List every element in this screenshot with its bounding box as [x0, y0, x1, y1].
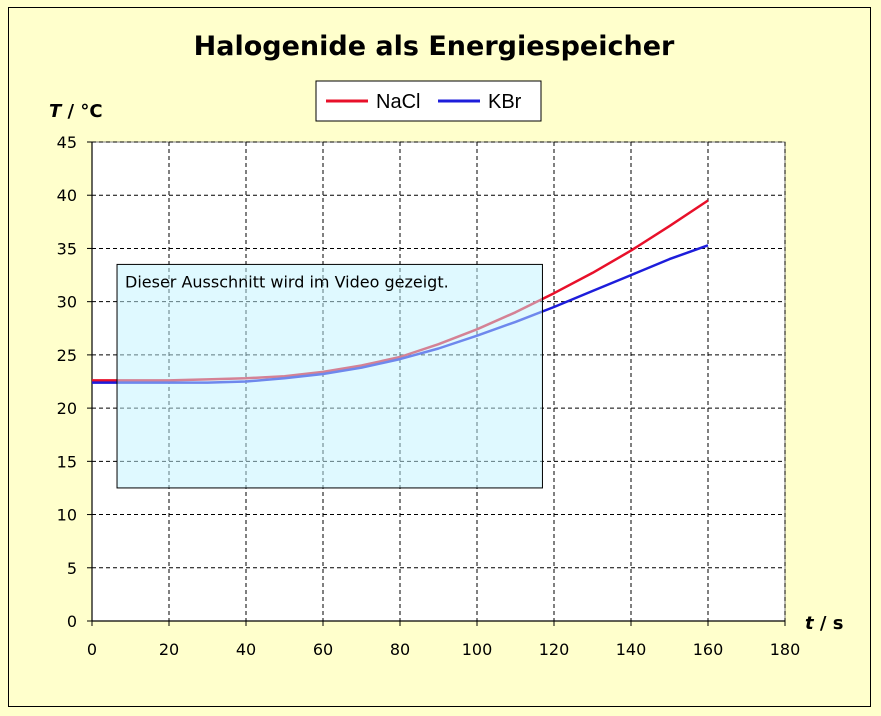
y-axis-variable: T: [49, 101, 63, 122]
x-tick-label: 20: [159, 640, 179, 659]
y-axis-label: T / °C: [49, 101, 103, 122]
y-tick-label: 30: [57, 293, 77, 312]
x-tick-label: 180: [770, 640, 801, 659]
x-tick-label: 80: [390, 640, 410, 659]
x-tick-label: 100: [462, 640, 493, 659]
annotation-text: Dieser Ausschnitt wird im Video gezeigt.: [125, 272, 449, 291]
x-tick-label: 120: [539, 640, 570, 659]
x-axis-unit: / s: [814, 613, 844, 634]
y-tick-label: 5: [67, 559, 77, 578]
y-tick-label: 35: [57, 239, 77, 258]
y-tick-label: 0: [67, 612, 77, 631]
y-axis-unit: / °C: [61, 101, 102, 122]
chart-title: Halogenide als Energiespeicher: [194, 31, 675, 62]
x-axis-variable: t: [805, 613, 815, 634]
x-tick-label: 140: [616, 640, 647, 659]
y-tick-label: 25: [57, 346, 77, 365]
y-tick-label: 40: [57, 186, 77, 205]
y-tick-label: 20: [57, 399, 77, 418]
annotation-box: Dieser Ausschnitt wird im Video gezeigt.: [116, 263, 543, 489]
legend-label-nacl: NaCl: [376, 91, 420, 113]
x-axis-ticks: 0 20 40 60 80 100 120 140 160 180: [87, 621, 800, 659]
y-axis-ticks: 0 5 10 15 20 25 30 35 40 45: [57, 133, 92, 631]
y-tick-label: 45: [57, 133, 77, 152]
y-tick-label: 15: [57, 452, 77, 471]
x-axis-label: t / s: [805, 613, 843, 634]
x-tick-label: 160: [693, 640, 724, 659]
x-tick-label: 60: [313, 640, 333, 659]
legend: NaCl KBr: [315, 80, 542, 122]
y-tick-label: 10: [57, 506, 77, 525]
annotation-rect: [116, 263, 543, 489]
x-tick-label: 40: [236, 640, 256, 659]
legend-label-kbr: KBr: [488, 91, 522, 113]
x-tick-label: 0: [87, 640, 97, 659]
